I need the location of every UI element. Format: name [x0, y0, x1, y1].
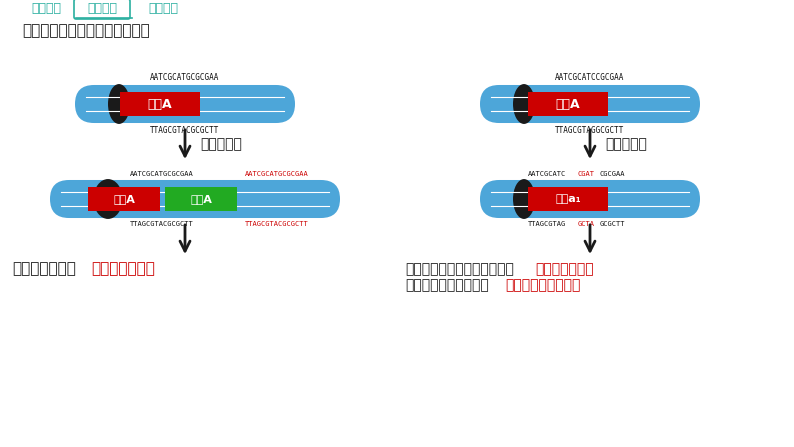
Text: TTAGCGTACGCGCTT: TTAGCGTACGCGCTT [245, 221, 309, 227]
Text: 基因A: 基因A [148, 97, 172, 110]
FancyBboxPatch shape [480, 180, 700, 218]
FancyBboxPatch shape [75, 85, 295, 123]
FancyBboxPatch shape [528, 187, 608, 211]
FancyBboxPatch shape [50, 180, 340, 218]
Text: 学习目标: 学习目标 [31, 3, 61, 16]
Text: 碱基对插入: 碱基对插入 [605, 137, 647, 151]
Text: AATCGCATGCGCGAA: AATCGCATGCGCGAA [150, 73, 220, 82]
Text: TTAGCGTACGCGCTT: TTAGCGTACGCGCTT [150, 126, 220, 135]
Text: 基因的数量增加: 基因的数量增加 [91, 261, 155, 277]
Text: 基因a₁: 基因a₁ [555, 194, 581, 204]
Text: 不改变染色体的长度且: 不改变染色体的长度且 [405, 278, 489, 292]
Text: AATCGCATC: AATCGCATC [528, 171, 566, 177]
Text: TTAGCGTACGCGCTT: TTAGCGTACGCGCTT [130, 221, 194, 227]
Text: CGAT: CGAT [577, 171, 595, 177]
FancyBboxPatch shape [165, 187, 237, 211]
Text: 课堂总结: 课堂总结 [148, 3, 178, 16]
Text: AATCGCATCCGCGAA: AATCGCATCCGCGAA [555, 73, 625, 82]
Text: 基因A: 基因A [190, 194, 212, 204]
Text: 新知学习: 新知学习 [87, 3, 117, 16]
FancyBboxPatch shape [120, 92, 200, 116]
Text: TTAGCGTAGGCGCTT: TTAGCGTAGGCGCTT [555, 126, 625, 135]
FancyBboxPatch shape [88, 187, 160, 211]
Text: 染色体增长且使: 染色体增长且使 [12, 261, 76, 277]
Text: 基因A: 基因A [113, 194, 135, 204]
Text: AATCGCATGCGCGAA: AATCGCATGCGCGAA [130, 171, 194, 177]
Text: 改变基因中的碱基对的序列，: 改变基因中的碱基对的序列， [405, 262, 514, 276]
Ellipse shape [108, 84, 130, 124]
Text: GCGCTT: GCGCTT [599, 221, 625, 227]
Text: 辨析：染色体重复与碱基对插入: 辨析：染色体重复与碱基对插入 [22, 24, 150, 38]
Text: 基因A: 基因A [556, 97, 580, 110]
FancyBboxPatch shape [528, 92, 608, 116]
Text: 不使基因的数量增加: 不使基因的数量增加 [505, 278, 580, 292]
Text: 改变基因种类。: 改变基因种类。 [535, 262, 594, 276]
FancyBboxPatch shape [480, 85, 700, 123]
Text: AATCGCATGCGCGAA: AATCGCATGCGCGAA [245, 171, 309, 177]
Text: CGCGAA: CGCGAA [599, 171, 625, 177]
Ellipse shape [94, 179, 122, 219]
Text: TTAGCGTAG: TTAGCGTAG [528, 221, 566, 227]
Text: 染色体重复: 染色体重复 [200, 137, 242, 151]
Text: GCTA: GCTA [577, 221, 595, 227]
Ellipse shape [513, 179, 535, 219]
Ellipse shape [513, 84, 535, 124]
